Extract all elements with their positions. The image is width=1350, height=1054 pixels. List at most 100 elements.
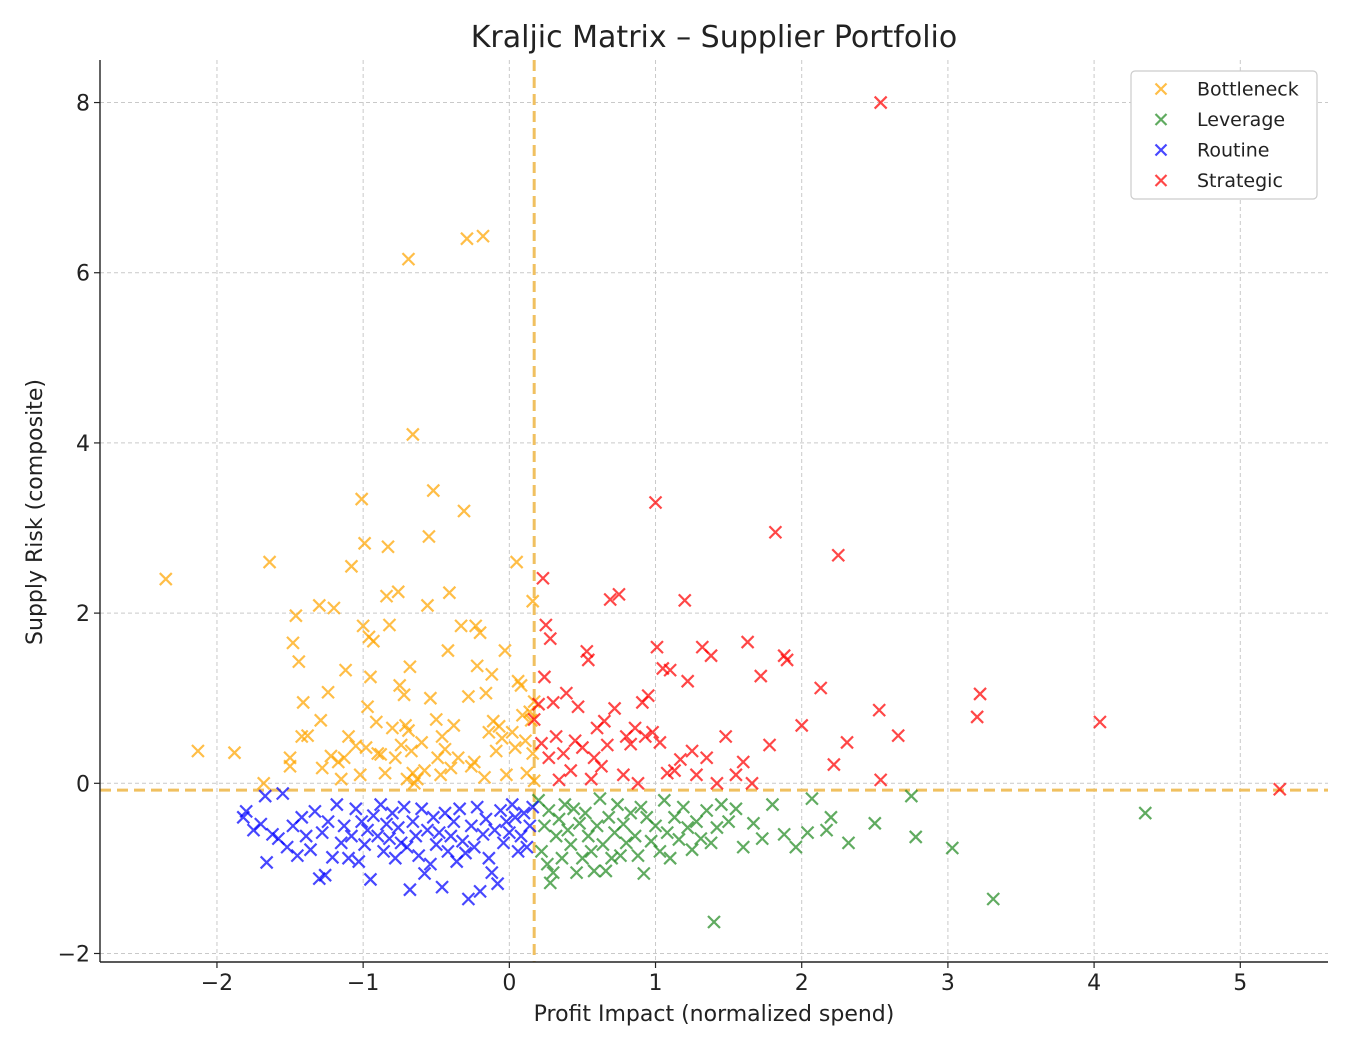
leverage-point: [623, 806, 638, 820]
bottleneck-point: [369, 715, 384, 729]
leverage-point: [746, 816, 761, 831]
routine-point: [423, 857, 438, 871]
legend-frame: [1130, 70, 1318, 200]
bottleneck-point: [292, 654, 306, 669]
bottleneck-point: [381, 539, 395, 554]
strategic-point: [1093, 715, 1107, 729]
strategic-point: [539, 618, 553, 632]
routine-point: [388, 851, 403, 865]
leverage-point: [680, 820, 695, 835]
bottleneck-point: [524, 713, 539, 728]
bottleneck-point: [451, 750, 465, 765]
routine-point: [426, 810, 441, 825]
bottleneck-point: [498, 643, 512, 658]
bottleneck-point: [366, 634, 381, 648]
leverage-point: [672, 832, 686, 847]
bottleneck-point: [433, 768, 448, 782]
x-tick-label: 3: [941, 971, 955, 996]
leverage-point: [805, 791, 819, 806]
strategic-point: [891, 728, 905, 743]
routine-point: [444, 829, 458, 843]
strategic-point: [650, 640, 664, 654]
leverage-point: [707, 915, 721, 929]
x-tick-label: 0: [502, 971, 516, 996]
strategic-point: [667, 763, 682, 778]
routine-point: [479, 812, 493, 826]
bottleneck-point: [262, 555, 277, 569]
bottleneck-point: [527, 773, 541, 788]
bottleneck-point: [388, 750, 403, 765]
routine-point: [505, 797, 520, 812]
routine-point: [239, 804, 253, 819]
leverage-point: [563, 837, 578, 852]
routine-point: [397, 800, 411, 814]
bottleneck-point: [406, 427, 420, 442]
leverage-legend-marker: [1154, 113, 1168, 126]
leverage-point: [596, 837, 610, 852]
leverage-point: [736, 840, 751, 854]
routine-point: [258, 789, 272, 803]
strategic-point: [623, 737, 638, 751]
routine-point: [259, 855, 274, 870]
bottleneck-point: [378, 766, 392, 780]
routine-point: [525, 800, 540, 814]
routine-point: [400, 840, 414, 854]
strategic-point: [531, 697, 546, 711]
bottleneck-point: [476, 229, 490, 243]
bottleneck-point: [385, 721, 400, 735]
leverage-point: [841, 836, 856, 850]
routine-point: [458, 846, 473, 860]
bottleneck-legend-marker: [1154, 82, 1168, 96]
leverage-point: [590, 819, 604, 833]
routine-point: [482, 851, 496, 865]
bottleneck-point: [286, 636, 300, 650]
bottleneck-point: [363, 670, 378, 684]
routine-point: [321, 814, 335, 829]
bottleneck-point: [401, 252, 416, 266]
bottleneck-point: [353, 768, 367, 782]
y-tick-label: −2: [58, 942, 90, 967]
strategic-point: [645, 725, 660, 740]
routine-point: [344, 829, 359, 843]
strategic-point: [607, 701, 622, 716]
bottleneck-point: [403, 659, 417, 674]
leverage-point: [986, 892, 1001, 906]
strategic-point: [677, 593, 692, 608]
strategic-point: [872, 703, 886, 717]
leverage-point: [537, 819, 552, 833]
leverage-point: [631, 848, 645, 863]
bottleneck-point: [191, 744, 205, 758]
strategic-point: [736, 755, 751, 769]
leverage-point: [704, 836, 718, 850]
bottleneck-point: [505, 725, 520, 740]
routine-point: [391, 820, 406, 835]
strategic-point: [600, 738, 615, 752]
routine-point: [351, 854, 366, 869]
bottleneck-point: [337, 750, 351, 765]
strategic-point: [616, 768, 631, 782]
leverage-point: [729, 802, 743, 816]
strategic-point: [718, 729, 733, 744]
routine-point: [349, 802, 363, 816]
routine-point: [379, 817, 394, 831]
routine-legend-marker: [1154, 143, 1168, 157]
y-tick-label: 2: [76, 602, 90, 627]
routine-point: [294, 810, 309, 825]
bottleneck-point: [514, 678, 528, 693]
routine-point: [385, 806, 400, 820]
x-tick-label: −2: [201, 971, 233, 996]
routine-point: [341, 851, 356, 865]
strategic-point: [537, 670, 552, 684]
bottleneck-point: [468, 619, 483, 633]
strategic-point: [873, 95, 888, 110]
routine-point: [408, 829, 423, 843]
leverage-point: [601, 810, 616, 825]
routine-point: [447, 814, 461, 829]
routine-point: [455, 834, 470, 848]
routine-point: [411, 848, 426, 863]
bottleneck-point: [420, 598, 435, 613]
routine-point: [520, 840, 534, 854]
routine-point: [334, 836, 348, 850]
grid: [100, 60, 1328, 962]
leverage-point: [584, 844, 598, 859]
